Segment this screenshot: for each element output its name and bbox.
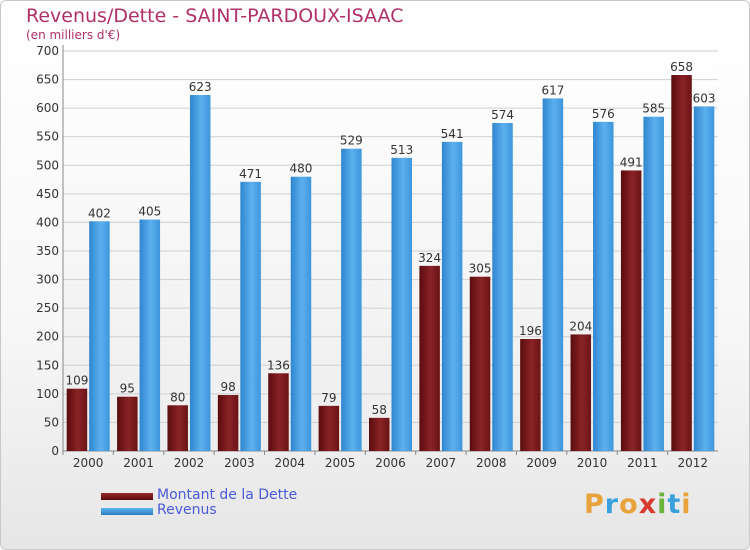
bar-dette bbox=[66, 388, 88, 451]
data-label-revenus: 471 bbox=[239, 167, 262, 181]
x-tick-label: 2002 bbox=[174, 456, 205, 470]
logo-letter: r bbox=[604, 489, 620, 520]
x-tick-label: 2003 bbox=[224, 456, 255, 470]
y-tick-label: 0 bbox=[51, 444, 59, 458]
bar-dette bbox=[520, 339, 541, 451]
bar-revenus bbox=[391, 157, 412, 451]
data-label-dette: 109 bbox=[65, 374, 88, 388]
x-tick-label: 2011 bbox=[627, 456, 658, 470]
y-tick-label: 150 bbox=[36, 358, 59, 372]
bar-dette bbox=[671, 75, 692, 451]
data-label-dette: 305 bbox=[469, 262, 492, 276]
bar-revenus bbox=[240, 181, 261, 451]
bar-revenus bbox=[441, 141, 463, 451]
bar-dette bbox=[620, 170, 642, 451]
y-tick-label: 50 bbox=[44, 415, 59, 429]
bar-dette bbox=[469, 276, 491, 451]
data-label-revenus: 405 bbox=[138, 205, 161, 219]
bar-dette bbox=[268, 373, 289, 451]
x-tick-label: 2001 bbox=[123, 456, 154, 470]
y-tick-label: 500 bbox=[36, 158, 59, 172]
data-label-revenus: 585 bbox=[642, 102, 665, 116]
bar-dette bbox=[419, 265, 440, 451]
legend-swatch-revenus bbox=[101, 508, 153, 515]
x-tick-label: 2006 bbox=[375, 456, 406, 470]
x-tick-label: 2007 bbox=[426, 456, 457, 470]
x-tick-label: 2005 bbox=[325, 456, 356, 470]
bar-dette bbox=[318, 405, 340, 451]
data-label-revenus: 480 bbox=[290, 162, 313, 176]
proxiti-logo: Proxiti bbox=[584, 489, 692, 520]
logo-letter: i bbox=[681, 489, 692, 520]
y-tick-label: 300 bbox=[36, 273, 59, 287]
y-tick-label: 650 bbox=[36, 73, 59, 87]
bar-dette bbox=[570, 334, 592, 451]
x-tick-label: 2012 bbox=[678, 456, 709, 470]
logo-letter: o bbox=[619, 489, 639, 520]
y-tick-label: 700 bbox=[36, 44, 59, 58]
data-label-dette: 658 bbox=[670, 60, 693, 74]
logo-letter: x bbox=[638, 489, 658, 520]
data-label-revenus: 576 bbox=[592, 107, 615, 121]
legend-label-dette: Montant de la Dette bbox=[157, 487, 298, 503]
chart-subtitle: (en milliers d'€) bbox=[26, 28, 121, 42]
bar-dette bbox=[217, 395, 239, 451]
data-label-revenus: 541 bbox=[441, 127, 464, 141]
data-label-revenus: 529 bbox=[340, 134, 363, 148]
bar-revenus bbox=[139, 219, 161, 451]
x-tick-label: 2000 bbox=[73, 456, 104, 470]
bar-dette bbox=[369, 417, 390, 451]
data-label-dette: 95 bbox=[120, 382, 135, 396]
bar-revenus bbox=[341, 148, 362, 451]
logo-letter: i bbox=[657, 489, 668, 520]
data-label-revenus: 603 bbox=[693, 91, 716, 105]
bar-revenus bbox=[290, 176, 312, 451]
bar-dette bbox=[167, 405, 188, 451]
bar-revenus bbox=[693, 106, 715, 451]
y-tick-label: 200 bbox=[36, 330, 59, 344]
data-label-dette: 58 bbox=[372, 403, 387, 417]
x-tick-label: 2008 bbox=[476, 456, 507, 470]
bar-revenus bbox=[542, 98, 564, 451]
bar-revenus bbox=[189, 95, 211, 451]
y-tick-label: 350 bbox=[36, 244, 59, 258]
chart-title: Revenus/Dette - SAINT-PARDOUX-ISAAC bbox=[26, 5, 404, 27]
x-tick-label: 2004 bbox=[274, 456, 305, 470]
data-label-revenus: 623 bbox=[189, 80, 212, 94]
y-tick-label: 450 bbox=[36, 187, 59, 201]
data-label-dette: 80 bbox=[170, 390, 185, 404]
y-tick-label: 400 bbox=[36, 215, 59, 229]
legend-label-revenus: Revenus bbox=[157, 502, 217, 518]
data-label-dette: 204 bbox=[569, 319, 592, 333]
logo-letter: P bbox=[584, 489, 605, 520]
data-label-dette: 98 bbox=[220, 380, 235, 394]
data-label-revenus: 513 bbox=[390, 143, 413, 157]
data-label-dette: 136 bbox=[267, 358, 290, 372]
bar-revenus bbox=[593, 121, 614, 451]
x-tick-label: 2009 bbox=[526, 456, 557, 470]
data-label-revenus: 402 bbox=[88, 206, 111, 220]
y-tick-label: 600 bbox=[36, 101, 59, 115]
bar-dette bbox=[117, 396, 138, 451]
y-tick-label: 250 bbox=[36, 301, 59, 315]
data-label-dette: 196 bbox=[519, 324, 542, 338]
data-label-revenus: 574 bbox=[491, 108, 514, 122]
data-label-dette: 491 bbox=[620, 155, 643, 169]
data-label-dette: 324 bbox=[418, 251, 441, 265]
y-tick-label: 100 bbox=[36, 387, 59, 401]
x-tick-label: 2010 bbox=[577, 456, 608, 470]
data-label-revenus: 617 bbox=[541, 83, 564, 97]
bar-revenus bbox=[89, 221, 110, 451]
bar-revenus bbox=[643, 116, 664, 451]
y-tick-label: 550 bbox=[36, 130, 59, 144]
logo-letter: t bbox=[667, 489, 682, 520]
bar-revenus bbox=[492, 123, 513, 451]
legend-swatch-dette bbox=[101, 493, 153, 500]
data-label-dette: 79 bbox=[321, 391, 336, 405]
